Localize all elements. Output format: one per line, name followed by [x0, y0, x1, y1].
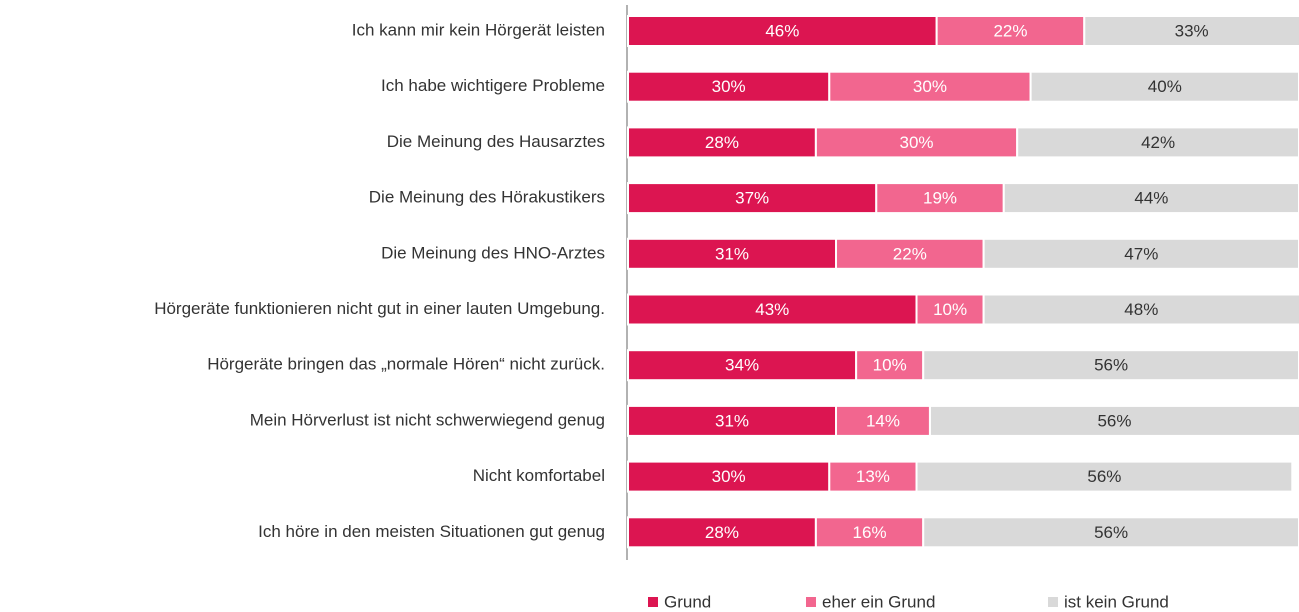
category-label: Die Meinung des Hausarztes [387, 132, 605, 151]
category-label: Mein Hörverlust ist nicht schwerwiegend … [250, 410, 605, 429]
bar-segment [627, 237, 838, 270]
value-label: 34% [725, 356, 759, 375]
bar-segment [814, 126, 1019, 159]
value-label: 40% [1148, 77, 1182, 96]
category-label: Hörgeräte bringen das „normale Hören“ ni… [207, 355, 605, 374]
value-label: 22% [893, 244, 927, 263]
value-label: 13% [856, 467, 890, 486]
value-label: 19% [923, 189, 957, 208]
value-label: 56% [1094, 523, 1128, 542]
value-label: 16% [853, 523, 887, 542]
bar-segment [1002, 182, 1299, 215]
bar-segment [928, 404, 1299, 437]
bar-segment [982, 293, 1299, 326]
bar-segment [922, 516, 1299, 549]
value-label: 30% [712, 467, 746, 486]
value-label: 44% [1134, 189, 1168, 208]
value-label: 30% [913, 77, 947, 96]
value-label: 30% [712, 77, 746, 96]
value-label: 31% [715, 411, 749, 430]
value-label: 31% [715, 244, 749, 263]
value-label: 48% [1124, 300, 1158, 319]
value-label: 43% [755, 300, 789, 319]
legend-swatch [806, 597, 816, 607]
bar-segment [875, 182, 1005, 215]
bar-segment [835, 237, 985, 270]
value-label: 56% [1094, 356, 1128, 375]
legend-label: Grund [664, 592, 711, 611]
legend-label: ist kein Grund [1064, 592, 1169, 611]
value-label: 46% [765, 21, 799, 40]
value-label: 22% [993, 21, 1027, 40]
category-label: Ich kann mir kein Hörgerät leisten [352, 20, 605, 39]
bar-segment [835, 404, 931, 437]
bar-segment [922, 349, 1299, 382]
bar-segment [1029, 70, 1299, 103]
value-label: 37% [735, 189, 769, 208]
value-label: 30% [900, 133, 934, 152]
legend-swatch [648, 597, 658, 607]
category-label: Ich habe wichtigere Probleme [381, 76, 605, 95]
bar-segment [1083, 15, 1299, 47]
bar-segment [915, 460, 1294, 493]
bar-segment [627, 349, 858, 382]
bar-segment [828, 460, 918, 493]
legend-swatch [1048, 597, 1058, 607]
bar-segment [982, 237, 1299, 270]
value-label: 56% [1097, 411, 1131, 430]
value-label: 10% [873, 356, 907, 375]
bar-segment [627, 70, 831, 103]
value-label: 14% [866, 411, 900, 430]
value-label: 42% [1141, 133, 1175, 152]
bar-segment [855, 349, 925, 382]
bar-segment [935, 15, 1086, 47]
value-label: 56% [1087, 467, 1121, 486]
value-label: 28% [705, 133, 739, 152]
bar-segment [627, 460, 831, 493]
category-label: Hörgeräte funktionieren nicht gut in ein… [154, 299, 605, 318]
value-label: 33% [1175, 21, 1209, 40]
category-label: Ich höre in den meisten Situationen gut … [258, 522, 605, 541]
category-label: Nicht komfortabel [473, 466, 605, 485]
value-label: 47% [1124, 244, 1158, 263]
category-label: Die Meinung des Hörakustikers [369, 188, 605, 207]
legend-label: eher ein Grund [822, 592, 935, 611]
value-label: 28% [705, 523, 739, 542]
bar-segment [1016, 126, 1299, 159]
value-label: 10% [933, 300, 967, 319]
category-label: Die Meinung des HNO-Arztes [381, 243, 605, 262]
